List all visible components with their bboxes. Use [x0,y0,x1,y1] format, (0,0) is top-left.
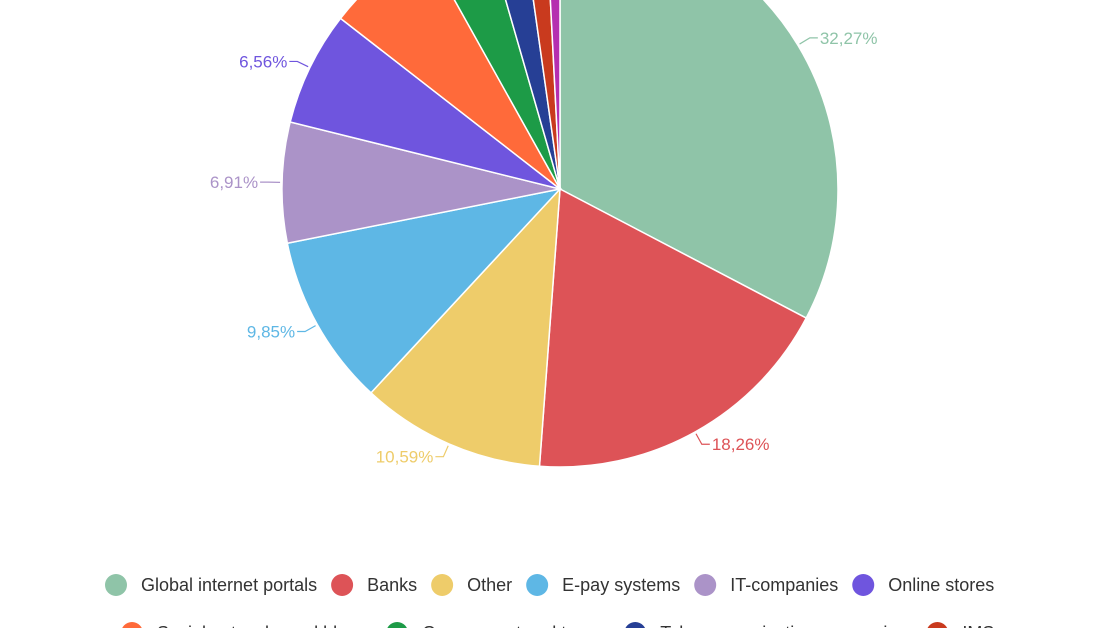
legend-item-e-pay-systems[interactable]: E-pay systems [526,574,680,596]
pie-label-global-internet-portals: 32,27% [820,29,878,48]
pie-label-banks: 18,26% [712,435,770,454]
legend-label: IMS [962,623,994,628]
pie-slices [281,0,839,468]
legend-swatch [526,574,549,596]
legend-label: Other [467,575,512,595]
legend-label: Banks [367,575,417,595]
legend-label: Online stores [888,575,994,595]
legend-swatch [852,574,875,596]
legend-item-it-companies[interactable]: IT-companies [694,574,838,596]
legend-swatch [122,622,142,628]
legend-item-ims[interactable]: IMS [926,622,994,628]
pie-label-other: 10,59% [376,448,434,467]
legend-item-telecommunication-companies[interactable]: Telecommunication companies [624,622,906,628]
legend-swatch [625,622,646,628]
pie-slice-social-networks-and-blogs [339,0,561,190]
legend-item-other[interactable]: Other [431,574,512,596]
legend-label: Government and taxes [422,623,604,628]
pie-slice-it-companies [281,121,561,245]
legend-label: Social networks and blogs [157,623,366,628]
pie-slice-global-internet-portals [559,0,839,320]
pie-slice-other [369,186,561,468]
legend-label: Global internet portals [141,575,317,595]
legend-item-social-networks-and-blogs[interactable]: Social networks and blogs [121,622,366,628]
pie-slice-telecommunication-companies [504,0,561,190]
pie-slice-government-and-taxes [453,0,561,190]
pie-slice-unlabeled-10 [549,0,561,190]
pie-slice-e-pay-systems [286,187,563,394]
legend-swatch [331,574,354,596]
pie-label-leader [289,60,309,68]
legend-label: Telecommunication companies [660,623,906,628]
legend-swatch [105,574,127,596]
pie-label-it-companies: 6,91% [210,173,258,192]
legend: Global internet portals Banks Other E-pay s… [105,574,994,628]
legend-item-banks[interactable]: Banks [331,574,417,596]
legend-item-global-internet-portals[interactable]: Global internet portals [105,574,317,596]
pie-label-leader [695,433,710,445]
legend-swatch [927,622,948,628]
legend-swatch [431,574,454,596]
pie-label-online-stores: 6,56% [239,52,287,71]
legend-label: IT-companies [730,575,838,595]
legend-label: E-pay systems [562,575,680,595]
pie-label-leader [297,325,316,333]
pie-slice-banks [538,187,808,468]
pie-label-leader [799,37,818,45]
legend-item-government-and-taxes[interactable]: Government and taxes [386,622,604,628]
pie-label-e-pay-systems: 9,85% [247,322,295,341]
pie-slice-online-stores [289,17,561,190]
legend-swatch [694,574,717,596]
legend-item-online-stores[interactable]: Online stores [852,574,994,596]
pie-slice-ims [532,0,561,190]
legend-swatch [387,622,407,628]
pie-labels: 32,27% 18,26% 10,59% 9,85% 6,91% 6,56% [210,29,878,467]
pie-label-leader [435,445,449,458]
